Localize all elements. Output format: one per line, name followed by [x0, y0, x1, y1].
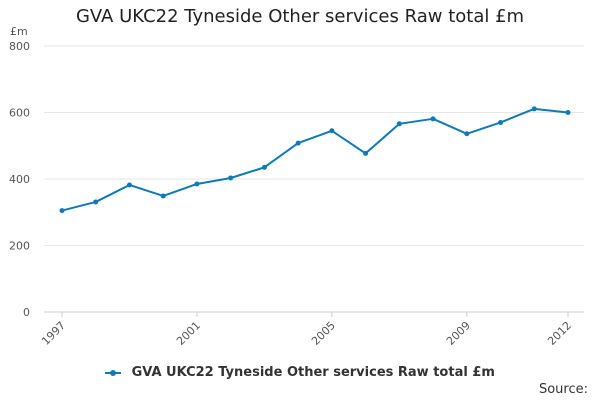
data-point-2009 [464, 131, 470, 137]
legend[interactable]: GVA UKC22 Tyneside Other services Raw to… [0, 365, 600, 380]
legend-swatch [105, 369, 122, 376]
y-tick-label-800: 800 [9, 40, 30, 53]
data-point-2012 [565, 110, 571, 115]
y-tick-label-200: 200 [9, 240, 30, 253]
x-tick-label-2005: 2005 [309, 319, 338, 348]
data-point-2003 [261, 164, 267, 170]
y-axis-unit: £m [10, 25, 28, 38]
data-point-2004 [295, 140, 301, 146]
series-line-0 [61, 107, 569, 212]
data-point-2010 [498, 119, 504, 125]
y-tick-label-0: 0 [23, 306, 30, 319]
data-point-2001 [194, 181, 200, 187]
y-tick-label-400: 400 [9, 173, 30, 186]
data-point-2007 [396, 121, 402, 127]
x-tick-label-2012: 2012 [545, 319, 574, 348]
data-point-2000 [160, 193, 166, 199]
data-point-2002 [228, 175, 234, 181]
data-point-2008 [430, 116, 436, 122]
data-point-2005 [329, 128, 335, 134]
data-point-1999 [126, 182, 132, 188]
data-point-1997 [59, 208, 65, 214]
data-point-2011 [531, 106, 537, 112]
source-label: Source: [538, 382, 588, 397]
data-point-2006 [363, 150, 369, 156]
x-tick-label-1997: 1997 [39, 319, 68, 348]
x-tick-label-2001: 2001 [174, 319, 203, 348]
legend-label: GVA UKC22 Tyneside Other services Raw to… [131, 365, 495, 380]
chart-title: GVA UKC22 Tyneside Other services Raw to… [75, 6, 525, 27]
y-tick-label-600: 600 [9, 107, 30, 120]
data-point-1998 [93, 199, 99, 205]
x-tick-label-2009: 2009 [444, 319, 473, 348]
